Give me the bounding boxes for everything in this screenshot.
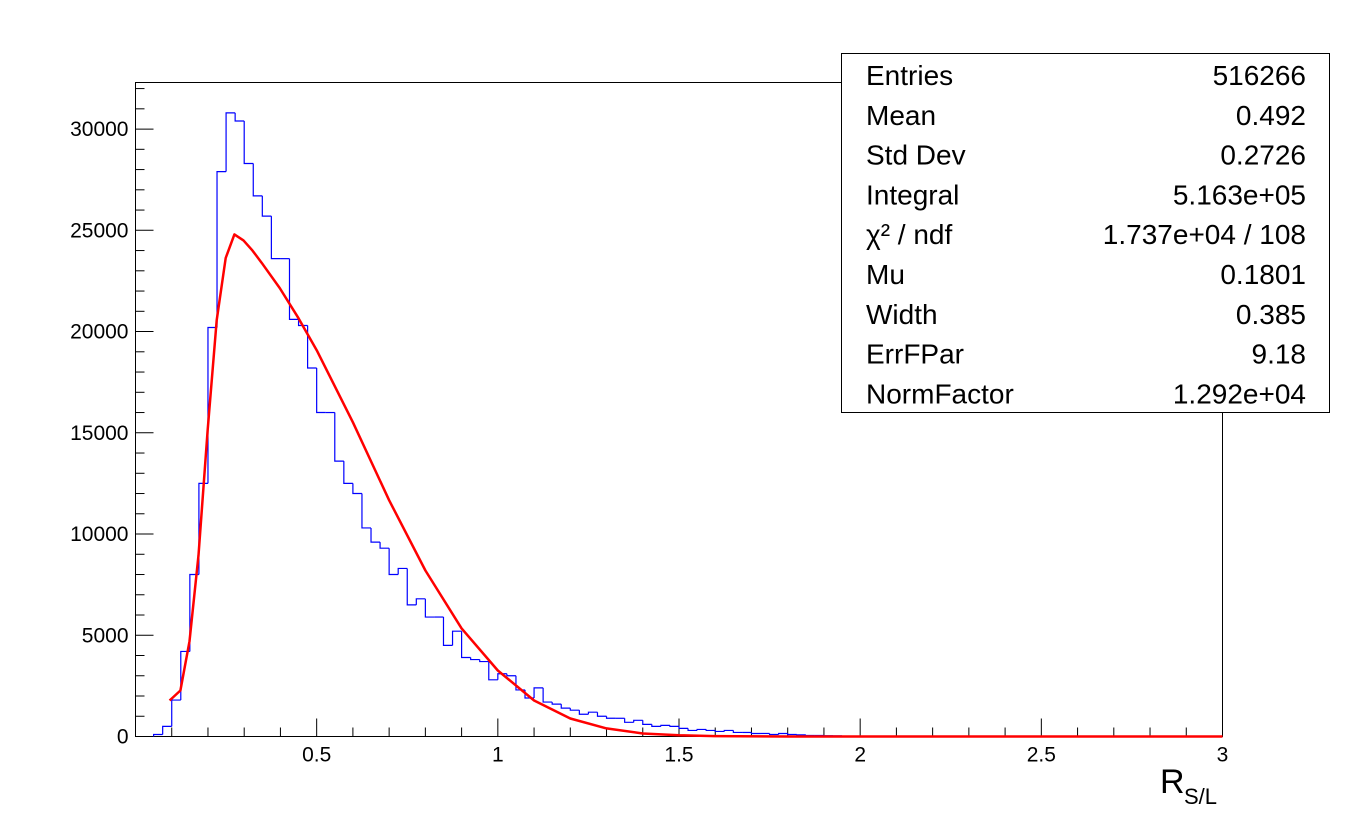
histogram-bin <box>687 728 698 732</box>
histogram-bin <box>669 725 679 727</box>
axes: 0 5000 10000 15000 20000 25000 30000 0.5 1 1.5 2 2.… <box>70 88 1229 767</box>
histogram-bin <box>787 733 797 736</box>
histogram-bin <box>451 630 462 646</box>
histogram-bin <box>723 729 734 732</box>
stat-value: 516266 <box>1213 60 1306 91</box>
histogram-bin <box>261 195 272 217</box>
histogram-bin <box>488 661 498 681</box>
histogram-bin <box>596 712 607 717</box>
x-tick-label: 2 <box>854 744 866 767</box>
histogram-bin <box>560 704 571 709</box>
histogram-bin <box>605 716 616 719</box>
x-axis-label: R <box>1160 763 1185 801</box>
histogram-bin <box>153 733 163 737</box>
stat-value: 0.492 <box>1236 100 1306 131</box>
histogram-bin <box>569 708 580 711</box>
stat-label: Std Dev <box>866 140 966 171</box>
stat-label: Mean <box>866 100 936 131</box>
histogram-bin <box>415 598 426 605</box>
histogram-bin <box>479 659 489 663</box>
stat-value: 0.2726 <box>1220 140 1306 171</box>
histogram-bin <box>361 493 372 529</box>
stat-value: 5.163e+05 <box>1173 179 1306 210</box>
histogram-bin <box>442 617 453 646</box>
x-axis-label-sub: S/L <box>1184 784 1217 809</box>
histogram-bin <box>270 216 281 260</box>
histogram-bin <box>542 687 553 703</box>
stat-label: Mu <box>866 259 905 290</box>
histogram-bin <box>750 732 761 735</box>
histogram-bin <box>234 112 245 122</box>
histogram-bin <box>397 567 408 575</box>
histogram-bin <box>307 325 317 369</box>
x-tick-label: 1.5 <box>664 744 693 767</box>
y-tick-label: 20000 <box>70 321 128 344</box>
histogram-bin <box>768 733 779 736</box>
x-tick-label: 0.5 <box>302 744 331 767</box>
x-tick-label: 1 <box>492 744 504 767</box>
histogram-bin <box>334 412 344 462</box>
histogram-bin <box>660 724 670 727</box>
stat-value: 0.385 <box>1236 299 1306 330</box>
histogram-bin <box>732 730 743 734</box>
y-tick-label: 30000 <box>70 118 128 141</box>
histogram-bin <box>642 720 652 725</box>
histogram-bin <box>587 711 598 715</box>
histogram-bin <box>633 719 643 723</box>
histogram-bin <box>461 631 471 659</box>
histogram-bin <box>533 687 544 699</box>
stat-label: NormFactor <box>866 378 1014 409</box>
histogram-bin <box>243 120 254 165</box>
histogram-bin <box>379 542 390 549</box>
y-tick-label: 0 <box>117 726 129 749</box>
y-tick-label: 25000 <box>70 219 128 242</box>
y-tick-label: 15000 <box>70 422 128 445</box>
stat-label: χ² / ndf <box>866 219 953 250</box>
stats-box <box>841 53 1330 413</box>
histogram-bin <box>162 725 172 735</box>
histogram-bin <box>506 673 516 677</box>
histogram-bin <box>288 258 299 320</box>
x-tick-label: 3 <box>1217 744 1229 767</box>
histogram-bin <box>352 483 362 495</box>
histogram-bin <box>651 724 661 727</box>
histogram-bin <box>216 170 227 328</box>
histogram-bin <box>624 718 634 723</box>
histogram-bin <box>343 461 353 485</box>
histogram-bin <box>252 163 263 197</box>
histogram-bin <box>470 657 480 661</box>
histogram-bin <box>714 730 725 733</box>
histogram-bin <box>696 728 707 731</box>
histogram-bin <box>297 319 308 327</box>
histogram-bin <box>497 673 507 680</box>
histogram-bin <box>578 710 589 715</box>
stat-label: ErrFPar <box>866 339 964 370</box>
y-tick-label: 5000 <box>82 624 129 647</box>
stat-value: 0.1801 <box>1220 259 1306 290</box>
histogram-bin <box>678 726 689 730</box>
stat-value: 9.18 <box>1252 339 1307 370</box>
fit-curve <box>168 233 1223 738</box>
stat-label: Width <box>866 299 938 330</box>
histogram-bin <box>406 568 417 606</box>
x-tick-label: 2.5 <box>1027 744 1056 767</box>
histogram-bin <box>388 548 399 576</box>
histogram-bin <box>778 732 788 735</box>
stat-value: 1.737e+04 / 108 <box>1103 219 1306 250</box>
y-tick-label: 10000 <box>70 523 128 546</box>
fit <box>168 233 1223 738</box>
stat-value: 1.292e+04 <box>1173 378 1306 409</box>
stat-label: Integral <box>866 179 959 210</box>
histogram-bin <box>705 729 716 732</box>
histogram-bin <box>316 367 326 414</box>
histogram-bin <box>424 598 435 618</box>
stats: Entries 516266 Mean 0.492 Std Dev 0.2726 Integ… <box>866 60 1306 409</box>
histogram-bin <box>225 112 236 172</box>
histogram-bin <box>551 702 562 705</box>
histogram-bin <box>171 699 181 727</box>
stat-label: Entries <box>866 60 953 91</box>
histogram-bin <box>370 527 381 543</box>
